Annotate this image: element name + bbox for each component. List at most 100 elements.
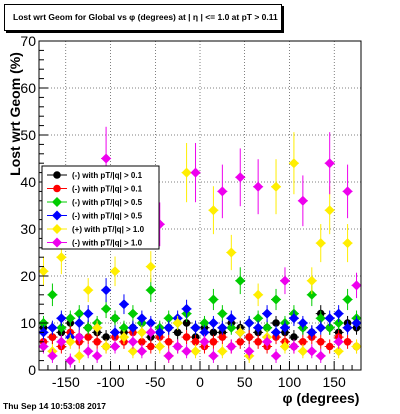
legend-marker [52, 224, 62, 234]
data-point [56, 322, 67, 333]
y-tick-label: 40 [20, 174, 36, 190]
data-point [315, 313, 326, 324]
data-point [83, 346, 94, 357]
data-point [163, 322, 174, 333]
data-point [288, 313, 299, 324]
data-point [118, 332, 129, 343]
data-point [48, 333, 57, 341]
legend-label: (-) with pT/|q| > 0.1 [72, 185, 143, 194]
data-point [244, 318, 255, 328]
legend-label: (-) with pT/|q| > 0.5 [72, 212, 143, 221]
data-point [101, 303, 112, 314]
legend-label: (-) with pT/|q| > 1.0 [72, 239, 143, 248]
data-point [333, 336, 344, 347]
data-point [262, 308, 273, 319]
axes: -150 -100 -50 0 50 100 150 0 10 20 30 40 50 60 70 [20, 33, 362, 390]
data-point [306, 327, 317, 338]
data-point [236, 338, 245, 346]
data-point [253, 313, 264, 324]
data-point [226, 313, 237, 324]
data-point [190, 167, 201, 178]
data-point [92, 322, 103, 333]
data-point [154, 327, 165, 338]
data-point [127, 322, 138, 333]
data-point [297, 346, 308, 357]
x-tick-label: 150 [322, 374, 346, 390]
y-tick-label: 60 [20, 80, 36, 96]
data-point [181, 167, 192, 178]
data-point [147, 342, 155, 351]
data-point [173, 328, 182, 337]
legend-marker [52, 210, 62, 221]
data-point [235, 327, 246, 338]
data-point [164, 338, 173, 346]
data-point [297, 195, 308, 206]
chart-title: Lost wrt Geom for Global vs φ (degrees) … [13, 12, 278, 22]
legend-label: (+) with pT/|q| > 1.0 [72, 225, 145, 234]
data-point [217, 186, 228, 197]
data-point [351, 318, 362, 328]
data-point [299, 338, 307, 346]
data-point [324, 322, 335, 333]
data-point [218, 333, 227, 341]
data-point [163, 313, 174, 324]
data-point [271, 294, 282, 305]
data-point [182, 319, 191, 327]
data-point [84, 333, 92, 341]
data-point [181, 303, 192, 314]
data-point [154, 341, 165, 352]
data-point [208, 205, 219, 216]
data-point [56, 252, 67, 263]
data-point [38, 266, 49, 277]
data-point [306, 275, 317, 286]
data-point [253, 289, 264, 300]
legend-marker [53, 171, 61, 179]
data-point [288, 158, 299, 169]
data-point [190, 322, 201, 333]
data-point [351, 280, 362, 291]
data-point [83, 285, 94, 296]
data-point [351, 341, 362, 352]
data-point [324, 158, 335, 169]
data-point [47, 322, 58, 333]
data-point [254, 338, 262, 346]
datestamp: Thu Sep 14 10:53:08 2017 [3, 401, 107, 411]
data-point [324, 205, 335, 216]
series-5 [38, 126, 362, 368]
data-point [209, 328, 218, 337]
data-point [290, 333, 298, 341]
data-point [138, 338, 146, 346]
data-point [235, 172, 246, 183]
data-point [65, 336, 76, 347]
title-box: Lost wrt Geom for Global vs φ (degrees) … [4, 4, 282, 31]
y-tick-label: 50 [20, 127, 36, 143]
data-point [288, 341, 299, 352]
data-point [279, 322, 290, 333]
data-point [199, 327, 210, 338]
data-point [92, 350, 103, 361]
data-point [181, 346, 192, 357]
y-tick-label: 0 [28, 362, 36, 378]
y-tick-label: 10 [20, 315, 36, 331]
data-point [316, 338, 325, 346]
data-point [136, 346, 147, 357]
data-point [325, 342, 334, 351]
data-point [127, 308, 138, 319]
y-tick-label: 70 [20, 33, 36, 49]
data-point [315, 322, 326, 333]
data-point [226, 322, 237, 333]
data-point [226, 247, 237, 258]
data-point [65, 313, 76, 324]
data-point [145, 261, 156, 272]
data-point [199, 336, 210, 347]
data-point [333, 346, 344, 357]
data-point [110, 313, 121, 324]
data-point [244, 346, 255, 357]
x-axis-label: φ (degrees) [283, 390, 360, 406]
data-point [127, 346, 138, 357]
data-point [253, 181, 264, 192]
data-point [343, 338, 352, 346]
data-point [190, 346, 201, 357]
data-point [208, 350, 219, 361]
